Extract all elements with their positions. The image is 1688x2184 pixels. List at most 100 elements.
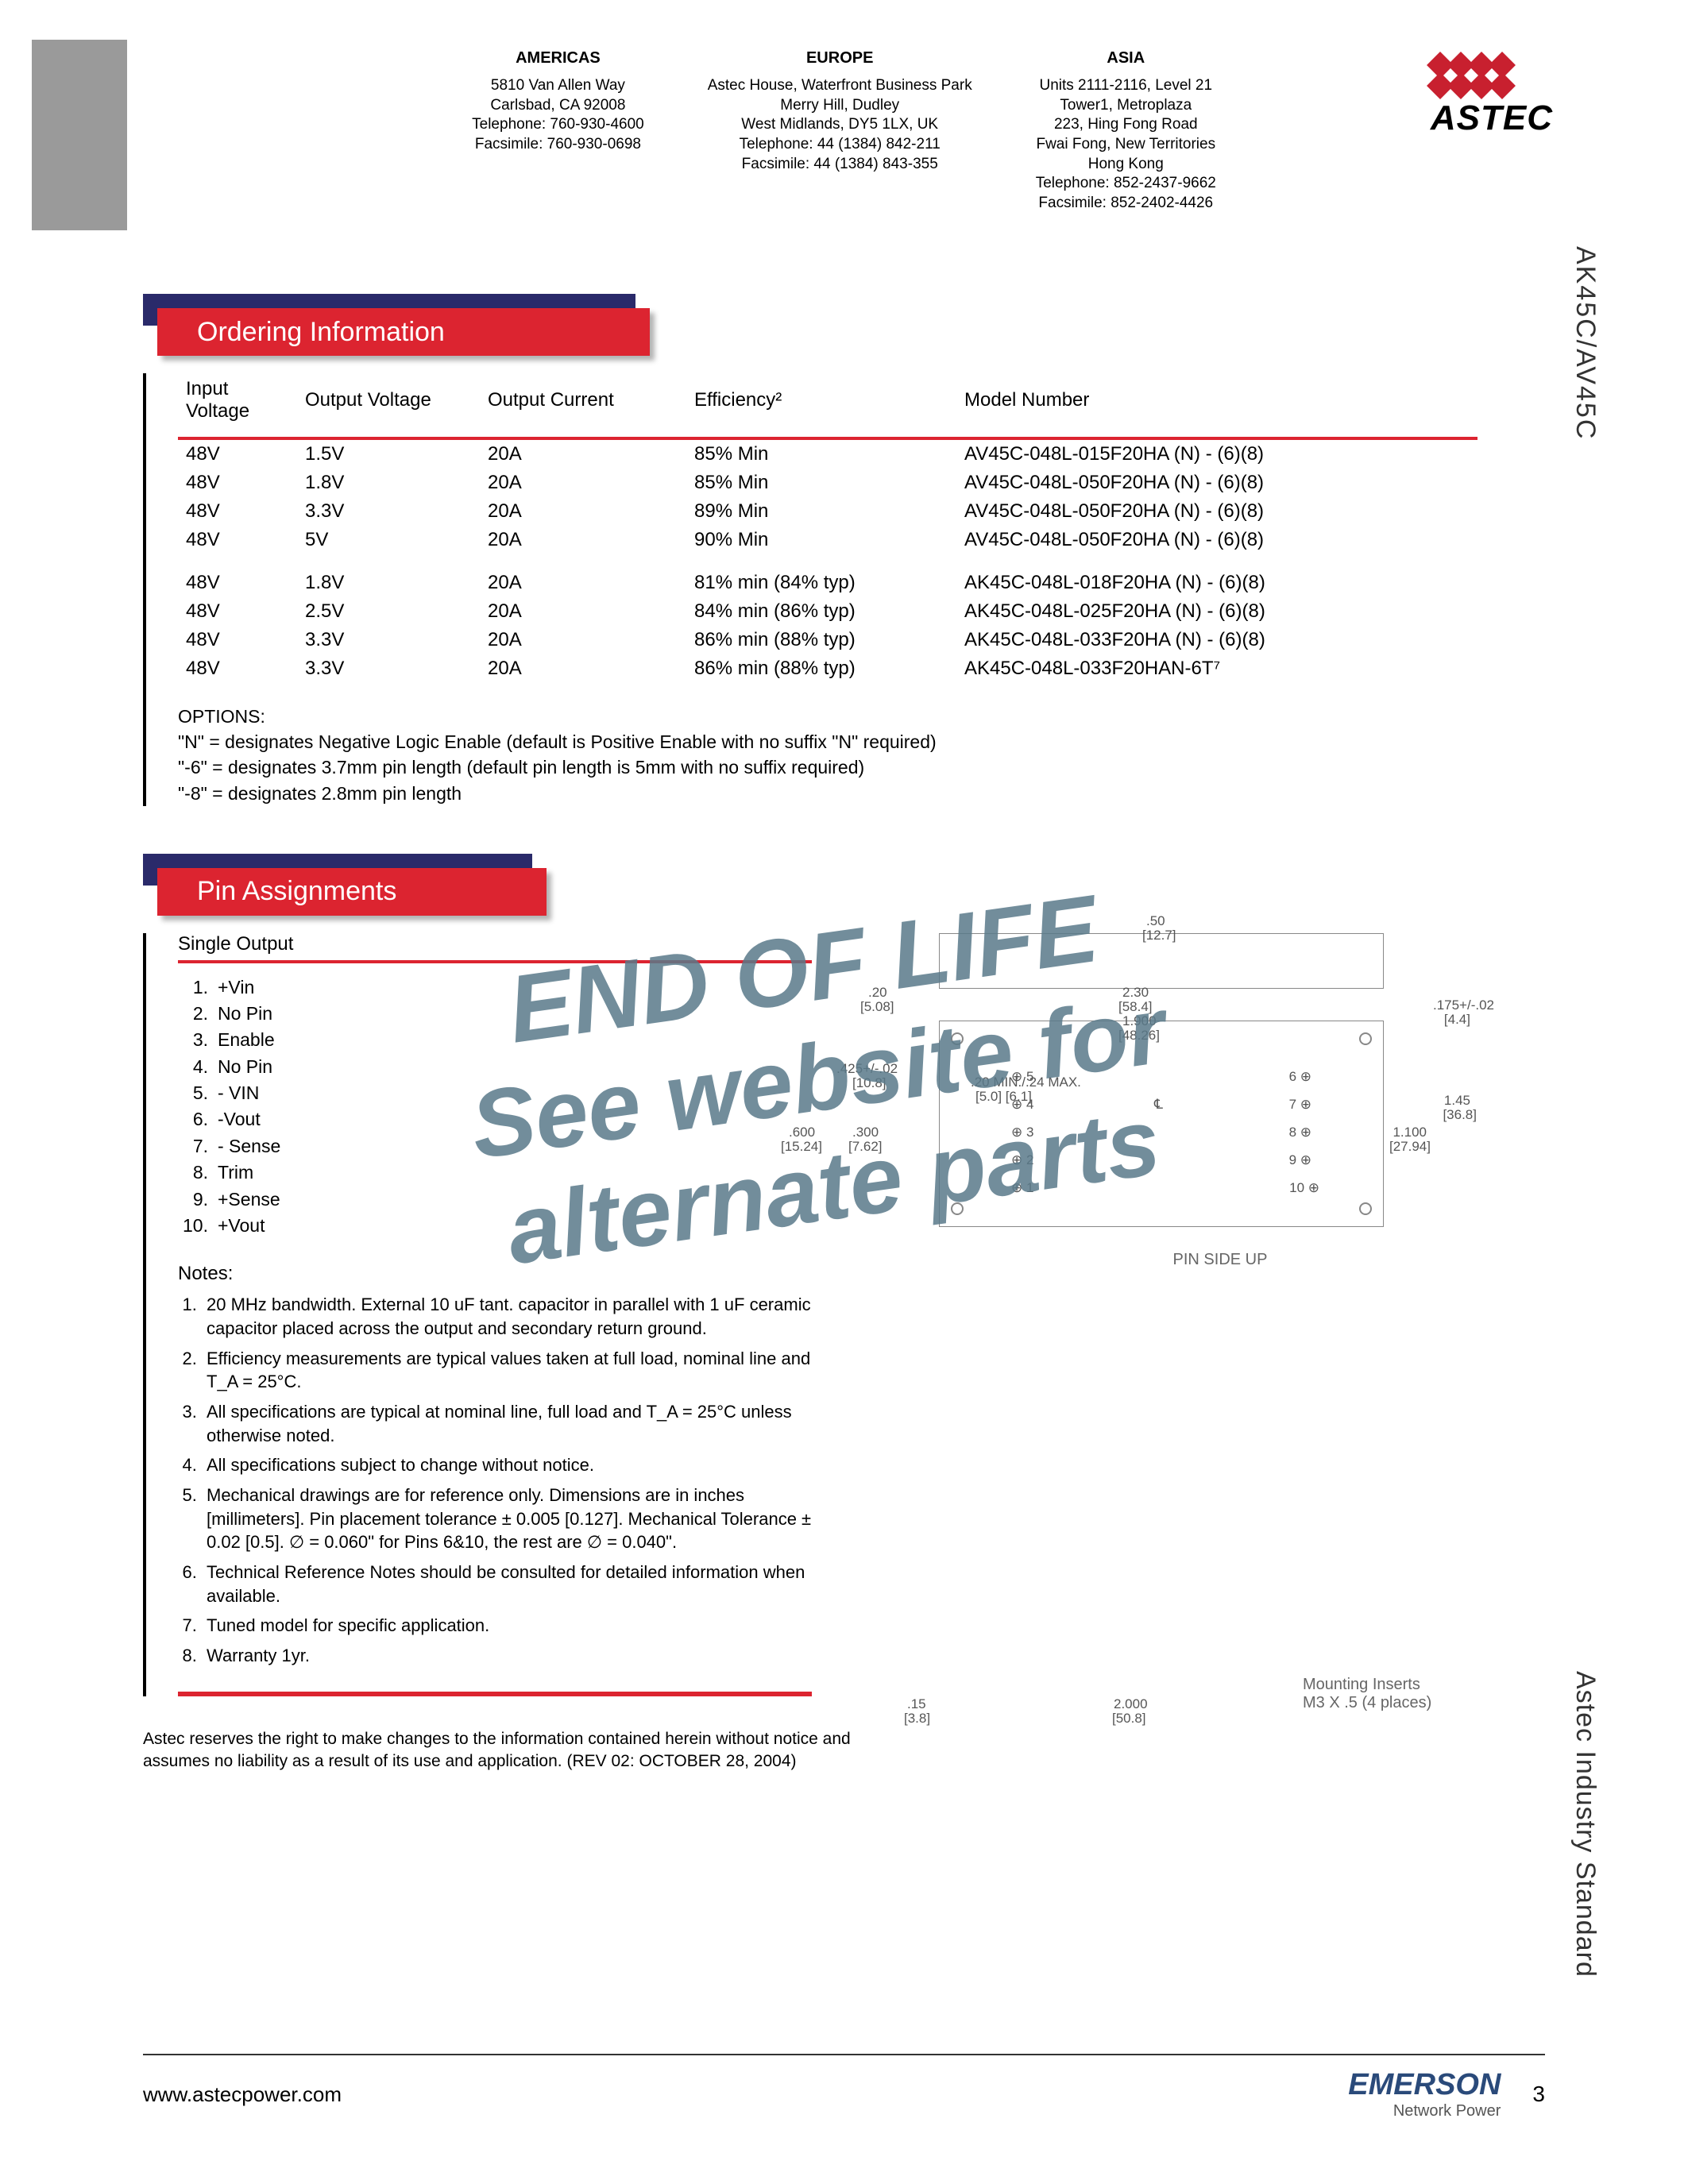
- table-cell: 90% Min: [686, 526, 956, 554]
- dim-label: [15.24]: [781, 1139, 822, 1155]
- note-item: Warranty 1yr.: [202, 1644, 812, 1668]
- table-cell: 20A: [480, 569, 686, 597]
- dim-label: .50: [1146, 913, 1165, 929]
- pin-marker: 8 ⊕: [1289, 1125, 1311, 1140]
- diagram-top-view: 2.30 [58.4] 1.900 [48.26] .20 [5.08] .42…: [939, 1021, 1384, 1227]
- logo-diamonds-icon: [1431, 56, 1553, 95]
- table-cell: 84% min (86% typ): [686, 597, 956, 626]
- note-item: Mechanical drawings are for reference on…: [202, 1484, 812, 1554]
- table-cell: 3.3V: [297, 497, 480, 526]
- addr-line: Units 2111-2116, Level 21: [1036, 76, 1216, 96]
- pin-marker: 6 ⊕: [1289, 1069, 1311, 1085]
- table-row: 48V2.5V20A84% min (86% typ)AK45C-048L-02…: [178, 597, 1477, 626]
- pin-subheader: Single Output: [178, 933, 812, 963]
- ordering-body: Input Voltage Output Voltage Output Curr…: [143, 373, 1477, 806]
- table-cell: 1.8V: [297, 569, 480, 597]
- addr-line: Hong Kong: [1036, 155, 1216, 175]
- table-row: 48V1.8V20A81% min (84% typ)AK45C-048L-01…: [178, 569, 1477, 597]
- dim-label: [12.7]: [1142, 928, 1176, 943]
- dim-label: .600: [789, 1125, 815, 1140]
- table-cell: AV45C-048L-050F20HA (N) - (6)(8): [956, 497, 1477, 526]
- logo-text: ASTEC: [1431, 98, 1553, 138]
- table-cell: 20A: [480, 438, 686, 469]
- pin-side-label: PIN SIDE UP: [963, 1251, 1477, 1269]
- table-cell: 1.5V: [297, 438, 480, 469]
- addr-line: Facsimile: 760-930-0698: [472, 135, 644, 155]
- pin-left-col: Single Output 1.+Vin2.No Pin3.Enable4.No…: [178, 933, 812, 1696]
- table-row: 48V3.3V20A86% min (88% typ)AK45C-048L-03…: [178, 626, 1477, 654]
- table-cell: 48V: [178, 654, 297, 683]
- dim-label: .425+/-.02: [836, 1061, 898, 1077]
- table-cell: AK45C-048L-025F20HA (N) - (6)(8): [956, 597, 1477, 626]
- pin-item: 7.- Sense: [178, 1133, 812, 1160]
- pin-title: Pin Assignments: [157, 868, 547, 916]
- pin-list: 1.+Vin2.No Pin3.Enable4.No Pin5.- VIN6.-…: [178, 974, 812, 1239]
- table-cell: AV45C-048L-050F20HA (N) - (6)(8): [956, 526, 1477, 554]
- pin-item: 3.Enable: [178, 1027, 812, 1053]
- pin-marker: ⊕ 4: [1011, 1097, 1033, 1113]
- table-cell: 20A: [480, 526, 686, 554]
- addr-line: Telephone: 760-930-4600: [472, 115, 644, 135]
- addr-line: West Midlands, DY5 1LX, UK: [708, 115, 972, 135]
- pin-item: 2.No Pin: [178, 1001, 812, 1027]
- table-row: 48V 5V20A90% MinAV45C-048L-050F20HA (N) …: [178, 526, 1477, 554]
- region-asia: ASIA Units 2111-2116, Level 21 Tower1, M…: [1036, 48, 1216, 214]
- main-content: Ordering Information Input Voltage Outpu…: [143, 294, 1477, 1773]
- table-cell: AV45C-048L-015F20HA (N) - (6)(8): [956, 438, 1477, 469]
- dim-label: .20: [868, 985, 887, 1001]
- series-side-label: Astec Industry Standard: [1570, 1671, 1601, 1978]
- region-title: ASIA: [1036, 48, 1216, 68]
- table-cell: 20A: [480, 654, 686, 683]
- disclaimer-text: Astec reserves the right to make changes…: [143, 1728, 858, 1773]
- region-title: AMERICAS: [472, 48, 644, 68]
- dim-label: 1.45: [1444, 1093, 1470, 1109]
- emerson-brand: EMERSON: [1348, 2068, 1501, 2102]
- pin-marker: ⊕ 2: [1011, 1152, 1033, 1168]
- page-number: 3: [1532, 2082, 1545, 2107]
- option-line: "-6" = designates 3.7mm pin length (defa…: [178, 754, 1477, 780]
- dim-label: [7.62]: [848, 1139, 883, 1155]
- ordering-header: Ordering Information: [143, 294, 1477, 357]
- col-output-voltage: Output Voltage: [297, 373, 480, 438]
- option-line: "N" = designates Negative Logic Enable (…: [178, 729, 1477, 754]
- note-item: All specifications are typical at nomina…: [202, 1400, 812, 1447]
- mount-line: Mounting Inserts: [1303, 1676, 1501, 1694]
- diagram-side-profile: .50 [12.7]: [939, 933, 1384, 989]
- addr-line: Facsimile: 852-2402-4426: [1036, 194, 1216, 214]
- pin-marker: 10 ⊕: [1289, 1180, 1319, 1196]
- table-cell: 3.3V: [297, 654, 480, 683]
- dim-label: .175+/-.02: [1433, 997, 1494, 1013]
- table-cell: 89% Min: [686, 497, 956, 526]
- pin-header: Pin Assignments: [143, 854, 1477, 917]
- dim-label: [58.4]: [1118, 999, 1153, 1015]
- dim-label: .15: [907, 1696, 926, 1712]
- notes-block: 20 MHz bandwidth. External 10 uF tant. c…: [178, 1293, 812, 1668]
- table-cell: 3.3V: [297, 626, 480, 654]
- mounting-hole-icon: [1359, 1032, 1372, 1045]
- addr-line: Astec House, Waterfront Business Park: [708, 76, 972, 96]
- addr-line: Telephone: 44 (1384) 842-211: [708, 135, 972, 155]
- pin-item: 9.+Sense: [178, 1187, 812, 1213]
- dim-label: .300: [852, 1125, 879, 1140]
- table-cell: 48V: [178, 497, 297, 526]
- mounting-note: Mounting Inserts M3 X .5 (4 places): [1303, 1676, 1501, 1712]
- note-item: Tuned model for specific application.: [202, 1614, 812, 1638]
- addr-line: Tower1, Metroplaza: [1036, 96, 1216, 116]
- table-cell: 86% min (88% typ): [686, 654, 956, 683]
- table-cell: 48V: [178, 626, 297, 654]
- addr-line: Merry Hill, Dudley: [708, 96, 972, 116]
- pin-item: 5.- VIN: [178, 1080, 812, 1106]
- table-cell: AV45C-048L-050F20HA (N) - (6)(8): [956, 469, 1477, 497]
- emerson-sub: Network Power: [1348, 2102, 1501, 2120]
- mount-line: M3 X .5 (4 places): [1303, 1694, 1501, 1712]
- page-footer: www.astecpower.com EMERSON Network Power…: [143, 2054, 1545, 2120]
- addr-line: 223, Hing Fong Road: [1036, 115, 1216, 135]
- mechanical-diagram: .50 [12.7] .20 MIN./.24 MAX. [5.0] [6.1]…: [844, 933, 1477, 1696]
- model-side-label: AK45C/AV45C: [1570, 246, 1601, 440]
- emerson-logo: EMERSON Network Power: [1348, 2068, 1501, 2120]
- table-cell: AK45C-048L-018F20HA (N) - (6)(8): [956, 569, 1477, 597]
- pin-item: 6.-Vout: [178, 1106, 812, 1133]
- pin-marker: ⊕ 1: [1011, 1180, 1033, 1196]
- table-cell: AK45C-048L-033F20HAN-6T⁷: [956, 654, 1477, 683]
- dim-label: [10.8]: [852, 1075, 886, 1091]
